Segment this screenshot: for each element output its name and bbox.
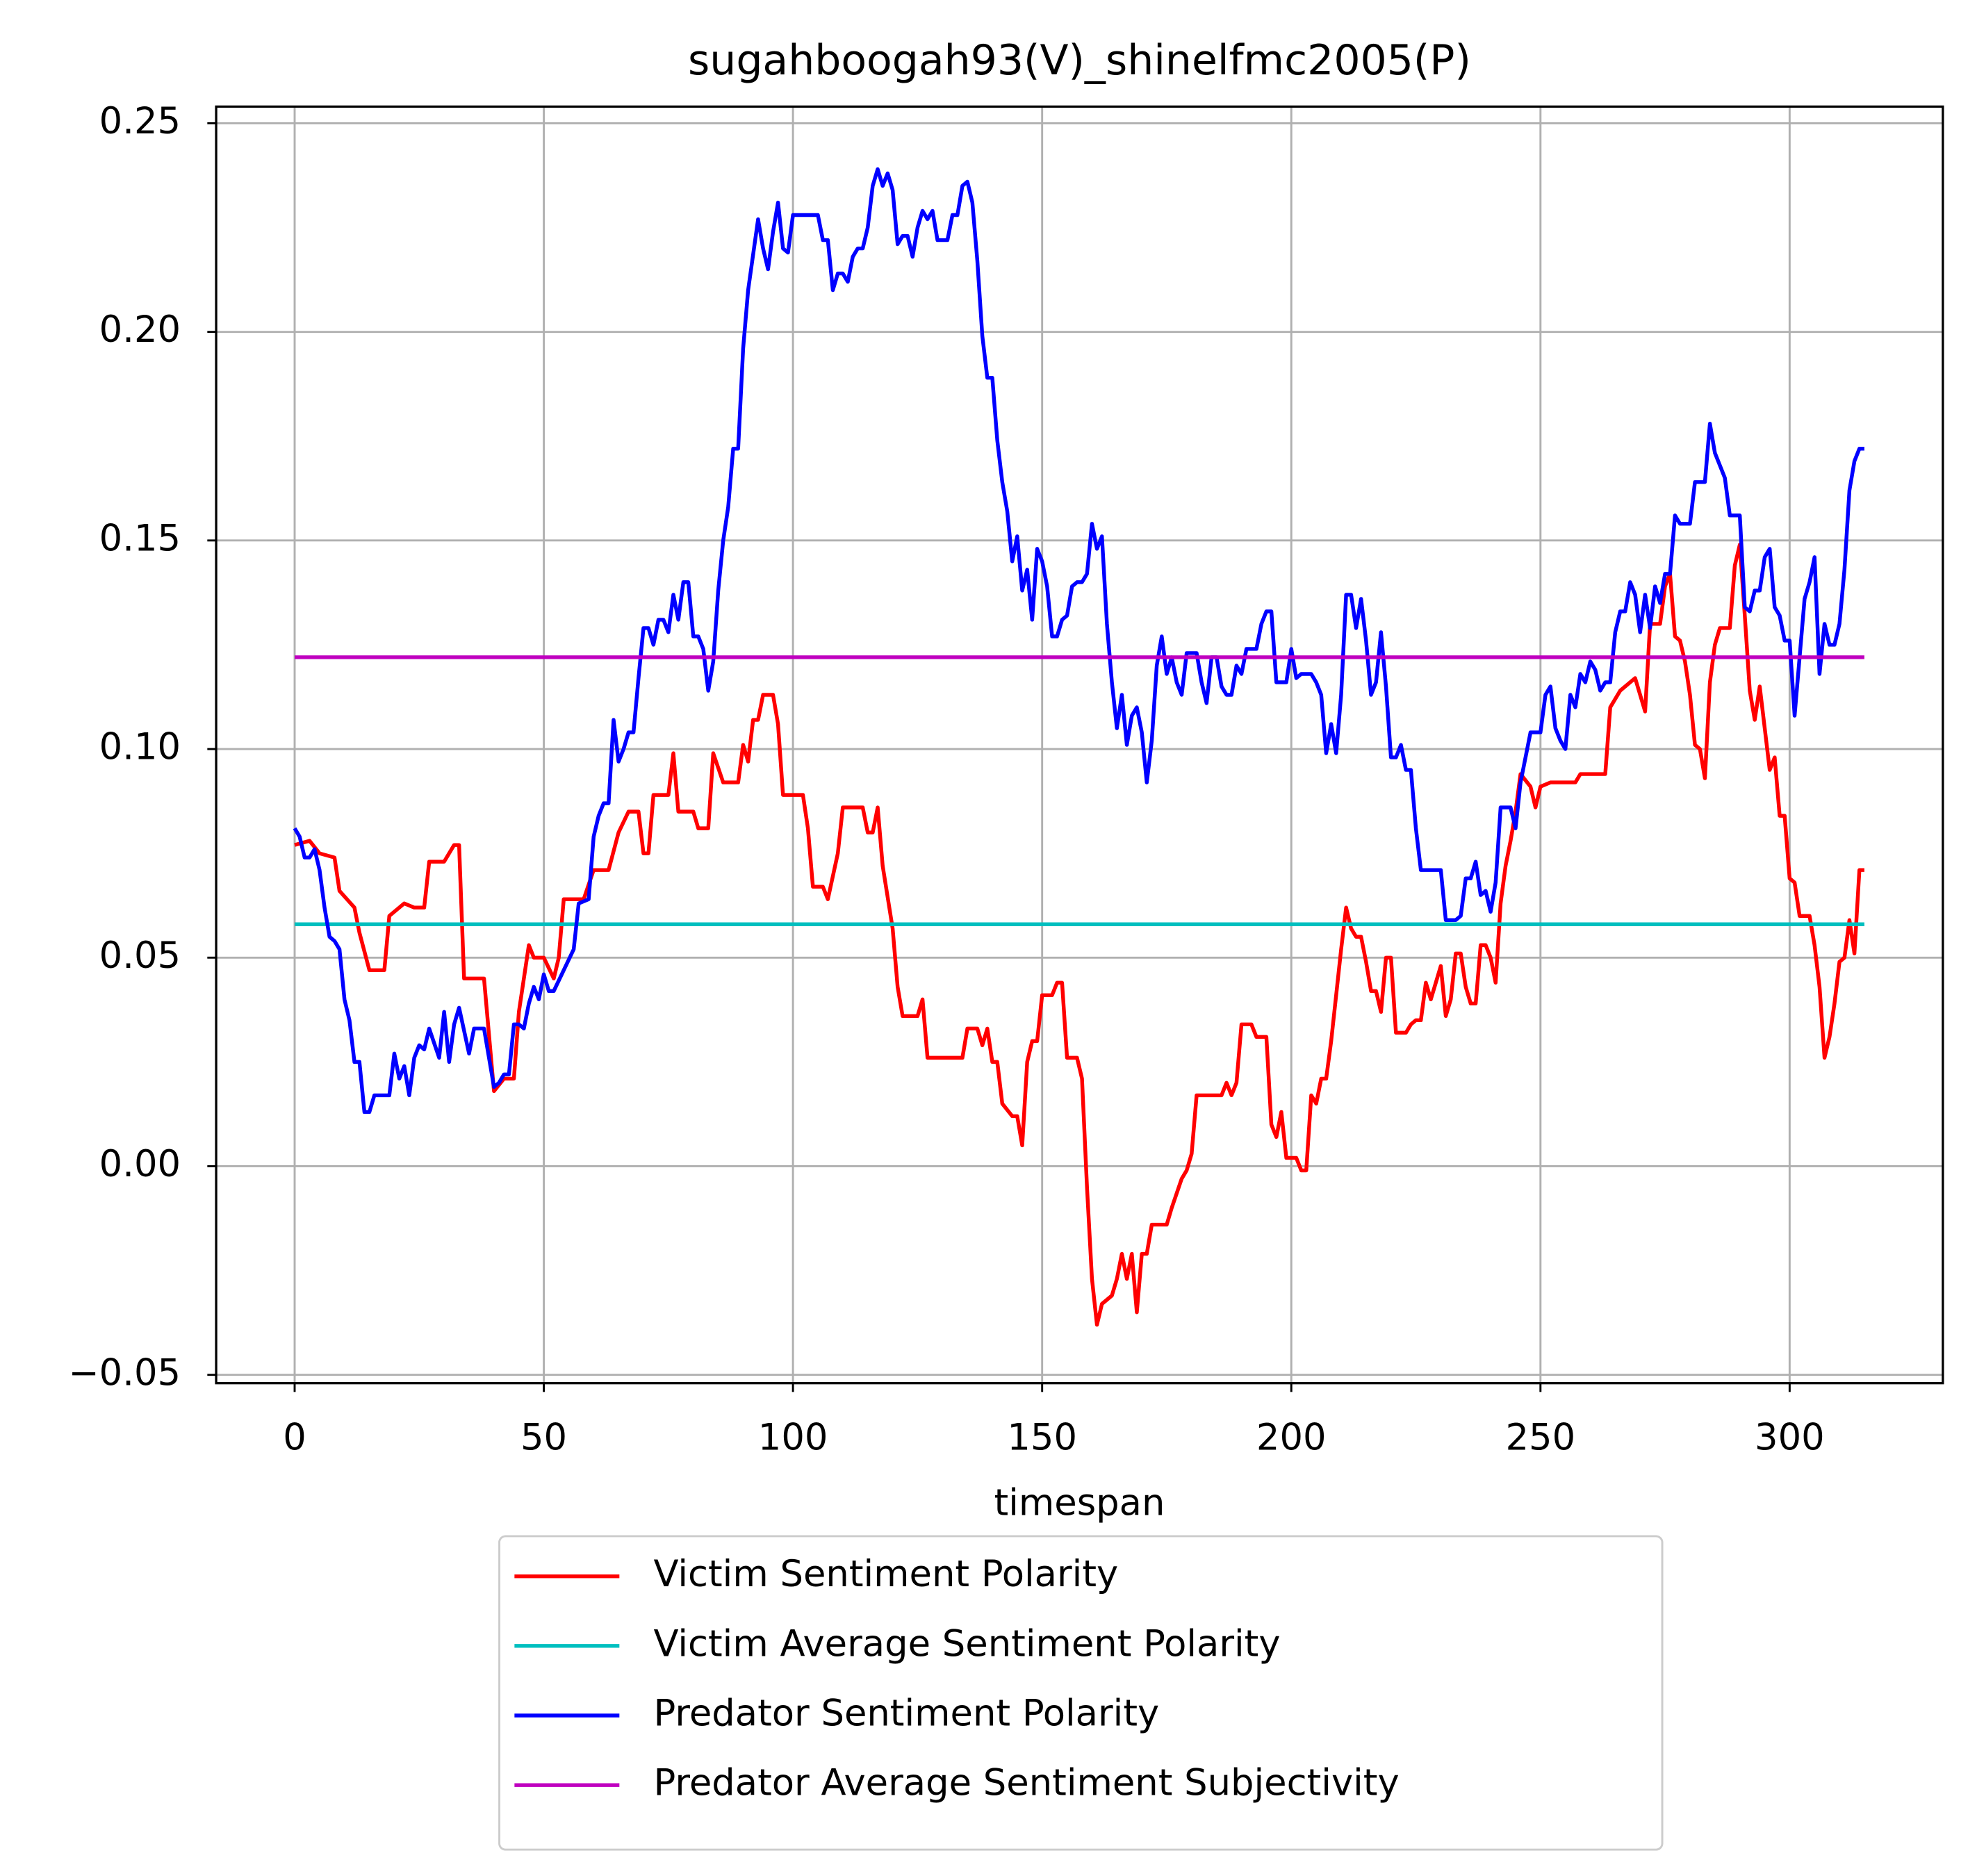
x-tick-label: 100 xyxy=(758,1417,828,1459)
y-tick-label: 0.00 xyxy=(99,1143,181,1185)
y-tick-label: 0.25 xyxy=(99,100,181,142)
legend-label: Victim Average Sentiment Polarity xyxy=(653,1623,1280,1665)
data-line xyxy=(294,543,1864,1327)
x-tick-label: 300 xyxy=(1755,1417,1825,1459)
legend-label: Predator Average Sentiment Subjectivity xyxy=(653,1762,1399,1804)
x-axis-label: timespan xyxy=(994,1482,1165,1524)
y-tick-label: 0.10 xyxy=(99,726,181,768)
y-tick-label: 0.05 xyxy=(99,935,181,977)
x-tick-label: 200 xyxy=(1256,1417,1327,1459)
legend-label: Predator Sentiment Polarity xyxy=(653,1693,1159,1735)
y-tick-label: 0.20 xyxy=(99,308,181,351)
legend-label: Victim Sentiment Polarity xyxy=(653,1553,1118,1595)
plot-frame xyxy=(215,105,1944,1385)
data-line xyxy=(293,167,1864,1114)
y-tick-label: 0.15 xyxy=(99,518,181,560)
x-tick-label: 250 xyxy=(1505,1417,1575,1459)
x-tick-label: 0 xyxy=(283,1417,306,1459)
y-tick-label: −0.05 xyxy=(69,1351,181,1394)
legend-box xyxy=(498,1535,1664,1851)
x-tick-label: 150 xyxy=(1007,1417,1077,1459)
chart-title: sugahboogah93(V)_shinelfmc2005(P) xyxy=(688,37,1471,85)
x-tick-label: 50 xyxy=(520,1417,567,1459)
